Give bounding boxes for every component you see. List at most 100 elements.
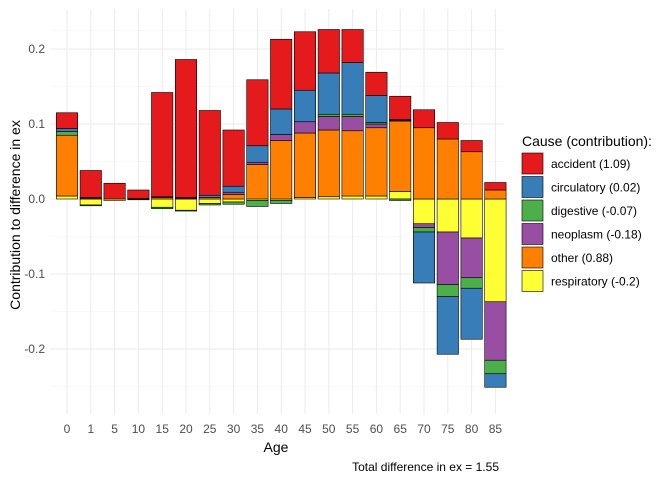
legend-swatch: [521, 176, 544, 198]
x-tick-label: 15: [156, 422, 170, 436]
bar-accident-age-30: [222, 129, 245, 187]
bar-respiratory-age-75: [436, 198, 459, 233]
bar-neoplasm-age-80: [460, 237, 483, 279]
x-tick-label: 10: [132, 422, 146, 436]
bar-circulatory-age-70: [412, 231, 435, 284]
bar-other-age-0: [55, 134, 78, 197]
grid-lines: [50, 9, 504, 414]
bar-digestive-age-85: [484, 359, 507, 375]
bar-other-age-45: [293, 132, 316, 198]
bar-accident-age-75: [436, 122, 459, 140]
bar-accident-age-60: [365, 71, 388, 96]
y-tick-label: 0.0: [28, 192, 45, 206]
bar-neoplasm-age-50: [317, 116, 340, 131]
bar-respiratory-age-25: [198, 198, 221, 204]
x-tick-label: 75: [441, 422, 455, 436]
bar-circulatory-age-85: [484, 373, 507, 388]
bar-accident-age-45: [293, 31, 316, 91]
bar-accident-age-20: [175, 59, 198, 198]
y-tick-label: 0.2: [28, 42, 45, 56]
bar-other-age-55: [341, 130, 364, 197]
bar-neoplasm-age-35: [246, 161, 269, 165]
bar-other-age-35: [246, 164, 269, 200]
legend-label: respiratory (-0.2): [551, 275, 640, 289]
bar-other-age-50: [317, 129, 340, 198]
x-tick-label: 80: [465, 422, 479, 436]
x-tick-label: 45: [298, 422, 312, 436]
bar-circulatory-age-45: [293, 89, 316, 123]
bar-digestive-age-40: [270, 200, 293, 204]
bar-neoplasm-age-55: [341, 116, 364, 132]
x-tick-label: 5: [111, 422, 118, 436]
legend-label: other (0.88): [551, 251, 613, 265]
bar-accident-age-50: [317, 29, 340, 74]
bar-other-age-75: [436, 138, 459, 200]
bar-accident-age-1: [79, 170, 102, 198]
bar-other-age-65: [389, 120, 412, 192]
y-tick-label: -0.2: [24, 342, 45, 356]
bar-neoplasm-age-60: [365, 123, 388, 129]
y-axis-ticks: -0.2 -0.1 0.0 0.1 0.2: [24, 42, 45, 356]
bar-other-age-60: [365, 127, 388, 197]
x-tick-label: 35: [251, 422, 265, 436]
bar-other-age-40: [270, 140, 293, 200]
legend-label: neoplasm (-0.18): [551, 228, 642, 242]
legend: Cause (contribution): accident (1.09) cir…: [521, 133, 652, 292]
bar-accident-age-70: [412, 109, 435, 129]
bar-digestive-age-15: [151, 206, 174, 210]
bar-respiratory-age-30: [222, 198, 245, 203]
bar-accident-age-0: [55, 112, 78, 129]
y-tick-label: -0.1: [24, 267, 45, 281]
bar-other-age-80: [460, 151, 483, 200]
bar-circulatory-age-50: [317, 72, 340, 115]
bar-respiratory-age-60: [365, 195, 388, 200]
bar-circulatory-age-75: [436, 296, 459, 355]
bar-respiratory-age-85: [484, 198, 507, 303]
bar-digestive-age-65: [389, 198, 412, 201]
x-tick-label: 65: [394, 422, 408, 436]
y-axis-title: Contribution to difference in ex: [7, 120, 23, 310]
bar-other-age-30: [222, 194, 245, 200]
bar-digestive-age-80: [460, 277, 483, 289]
bar-respiratory-age-1: [79, 198, 102, 206]
bar-digestive-age-55: [341, 113, 364, 117]
bar-accident-age-35: [246, 79, 269, 147]
bar-accident-age-85: [484, 182, 507, 191]
x-tick-label: 40: [275, 422, 289, 436]
bar-digestive-age-25: [198, 203, 221, 206]
bar-circulatory-age-55: [341, 62, 364, 115]
bar-circulatory-age-0: [55, 128, 78, 132]
legend-swatch: [521, 223, 544, 245]
legend-entries: accident (1.09) circulatory (0.02) digesti…: [521, 152, 642, 292]
y-tick-label: 0.1: [28, 117, 45, 131]
legend-swatch: [521, 152, 544, 175]
bar-respiratory-age-80: [460, 198, 483, 239]
bar-circulatory-age-35: [246, 145, 269, 163]
bar-circulatory-age-25: [198, 194, 221, 198]
x-tick-label: 20: [179, 422, 193, 436]
bar-accident-age-80: [460, 140, 483, 153]
bar-respiratory-age-70: [412, 198, 435, 225]
legend-label: accident (1.09): [551, 157, 630, 171]
x-tick-label: 60: [370, 422, 384, 436]
bar-other-age-70: [412, 127, 435, 200]
x-tick-label: 25: [203, 422, 217, 436]
bar-neoplasm-age-30: [222, 191, 245, 195]
x-tick-label: 55: [346, 422, 360, 436]
legend-label: digestive (-0.07): [551, 204, 637, 218]
bar-accident-age-25: [198, 110, 221, 196]
bar-accident-age-15: [151, 92, 174, 198]
legend-swatch: [521, 270, 544, 292]
bar-neoplasm-age-75: [436, 231, 459, 285]
bar-neoplasm-age-45: [293, 121, 316, 134]
bar-accident-age-55: [341, 29, 364, 63]
bar-neoplasm-age-40: [270, 134, 293, 141]
bar-accident-age-10: [127, 189, 150, 199]
bar-digestive-age-75: [436, 284, 459, 297]
x-axis-ticks: 0 1 5 10 15 20 25 30 35 40 45 50 55 60 65 70 75 80 85: [64, 422, 503, 436]
bar-circulatory-age-80: [460, 287, 483, 340]
bar-respiratory-age-0: [55, 195, 78, 200]
bar-accident-age-5: [103, 182, 126, 200]
bar-digestive-age-30: [222, 201, 245, 205]
bar-digestive-age-1: [79, 204, 102, 207]
